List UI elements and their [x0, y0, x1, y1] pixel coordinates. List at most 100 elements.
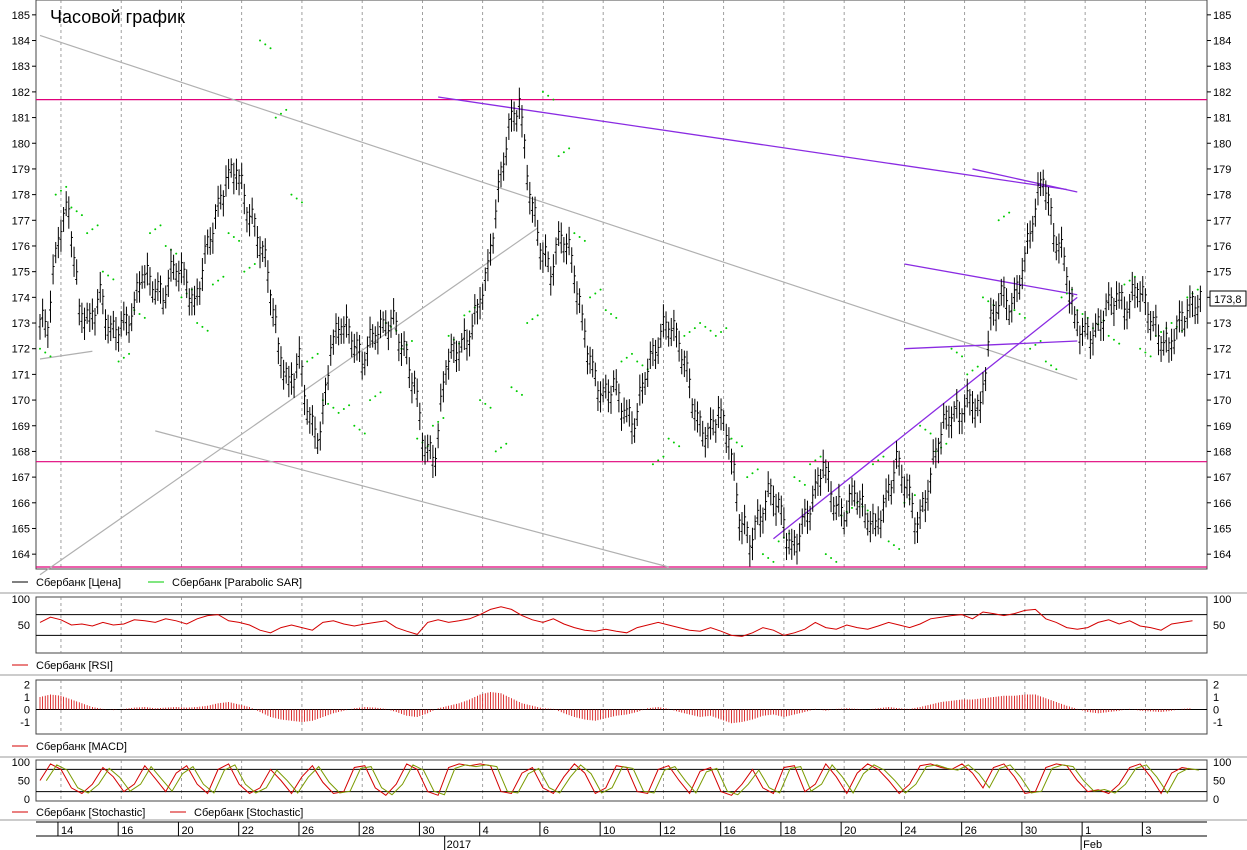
sar-point — [1139, 347, 1142, 350]
y-tick-label: 50 — [18, 620, 30, 632]
sar-point — [526, 322, 529, 325]
sar-point — [122, 356, 125, 359]
sar-point — [463, 314, 466, 317]
time-tick-label: 10 — [603, 825, 615, 837]
y-tick-label: 177 — [12, 215, 30, 227]
sar-point — [1123, 283, 1126, 286]
sar-point — [520, 393, 523, 396]
sar-point — [945, 442, 948, 445]
sar-point — [882, 455, 885, 458]
sar-point — [746, 476, 749, 479]
y-tick-label: 176 — [12, 241, 30, 253]
time-tick-label: 12 — [663, 825, 675, 837]
sar-point — [494, 450, 497, 453]
month-label: Feb — [1083, 839, 1102, 850]
sar-point — [484, 402, 487, 405]
sar-point — [950, 347, 953, 350]
time-tick-label: 22 — [242, 825, 254, 837]
y-tick-label: 180 — [12, 138, 30, 150]
indicator-line — [39, 762, 1193, 796]
legend-sar: Сбербанк [Parabolic SAR] — [172, 577, 302, 589]
sar-point — [610, 313, 613, 316]
sar-point — [479, 399, 482, 402]
sar-point — [353, 424, 356, 427]
sar-point — [693, 327, 696, 330]
sar-point — [1160, 331, 1163, 334]
sar-point — [306, 360, 309, 363]
y-tick-label: 0 — [1213, 794, 1219, 806]
sar-point — [49, 355, 52, 358]
sar-point — [1008, 211, 1011, 214]
sar-point — [589, 296, 592, 299]
sar-point — [1081, 313, 1084, 316]
sar-point — [274, 116, 277, 119]
sar-point — [211, 283, 214, 286]
sar-point — [924, 428, 927, 431]
legend-rsi: Сбербанк [RSI] — [36, 660, 113, 672]
sar-point — [196, 322, 199, 325]
sar-point — [636, 360, 639, 363]
sar-point — [1196, 288, 1199, 291]
sar-point — [1186, 296, 1189, 299]
sar-point — [101, 270, 104, 273]
y-tick-label: 165 — [12, 523, 30, 535]
sar-point — [709, 329, 712, 332]
time-tick-label: 18 — [784, 825, 796, 837]
sar-point — [515, 390, 518, 393]
y-tick-label: 180 — [1213, 138, 1231, 150]
sar-point — [562, 151, 565, 154]
sar-point — [1029, 347, 1032, 350]
y-tick-label: 0 — [1213, 705, 1219, 717]
sar-point — [599, 288, 602, 291]
sar-point — [348, 404, 351, 407]
sar-point — [641, 364, 644, 367]
time-tick-label: 20 — [844, 825, 856, 837]
sar-point — [311, 356, 314, 359]
sar-point — [128, 352, 131, 355]
sar-point — [720, 331, 723, 334]
sar-point — [1055, 368, 1058, 371]
sar-point — [976, 365, 979, 368]
sar-point — [1170, 322, 1173, 325]
sar-point — [835, 560, 838, 563]
sar-point — [227, 232, 230, 235]
sar-point — [1039, 340, 1042, 342]
legend-macd: Сбербанк [MACD] — [36, 741, 127, 753]
sar-point — [877, 459, 880, 462]
time-tick-label: 4 — [483, 825, 489, 837]
sar-point — [1107, 334, 1110, 337]
time-tick-label: 1 — [1085, 825, 1091, 837]
sar-point — [279, 112, 282, 115]
chart-title: Часовой график — [50, 7, 185, 27]
sar-point — [583, 239, 586, 242]
y-tick-label: 170 — [12, 395, 30, 407]
sar-point — [819, 455, 822, 458]
y-tick-label: 182 — [12, 87, 30, 99]
sar-point — [1023, 316, 1026, 319]
triangle-trendline — [773, 296, 1078, 540]
sar-point — [1018, 313, 1021, 316]
indicator-line — [39, 606, 1193, 637]
sar-point — [625, 356, 628, 359]
stoch-panel-frame — [35, 759, 1208, 802]
y-tick-label: 168 — [1213, 446, 1231, 458]
sar-point — [500, 446, 503, 449]
gray-trendline — [39, 34, 1078, 381]
sar-point — [410, 340, 413, 342]
trendlines — [39, 34, 1078, 576]
y-tick-label: 1 — [24, 692, 30, 704]
sar-point — [913, 494, 916, 497]
sar-point — [143, 316, 146, 319]
sar-point — [80, 214, 83, 217]
sar-point — [290, 193, 293, 196]
sar-point — [442, 417, 445, 420]
sar-point — [803, 483, 806, 486]
sar-point — [1034, 343, 1037, 346]
sar-point — [541, 90, 544, 93]
y-tick-label: 167 — [12, 472, 30, 484]
time-tick-label: 26 — [302, 825, 314, 837]
sar-point — [164, 244, 167, 247]
sar-point — [1112, 338, 1115, 341]
month-label: 2017 — [447, 839, 471, 850]
